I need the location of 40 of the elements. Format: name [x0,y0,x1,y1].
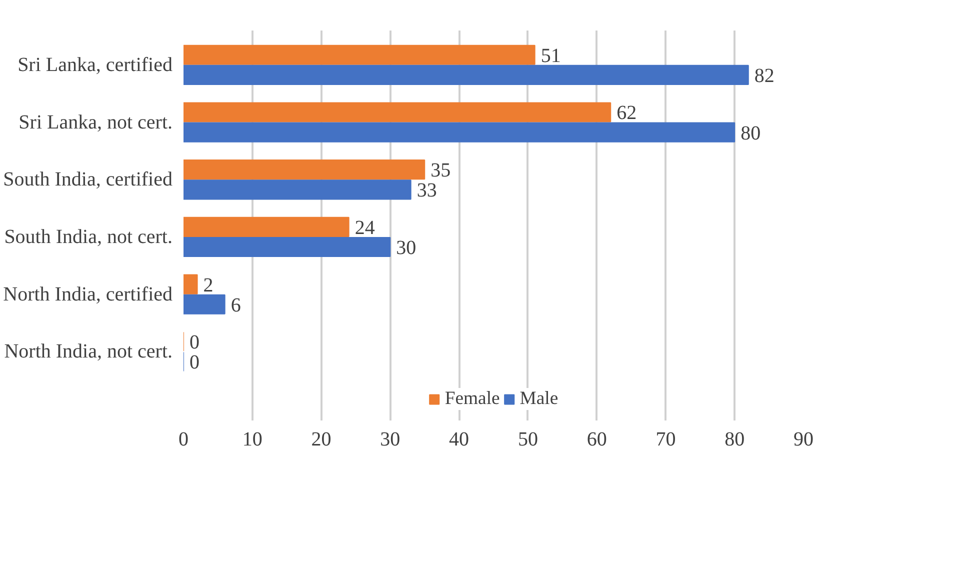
data-label: 62 [616,102,637,124]
bar [184,294,226,314]
data-label: 0 [190,352,200,374]
bar [184,274,198,294]
x-tick-label: 70 [656,428,676,450]
x-tick-label: 10 [242,428,262,450]
y-tick-label: Sri Lanka, not cert. [18,111,173,134]
data-label: 30 [396,237,416,260]
bar [184,216,350,237]
x-tick-label: 0 [178,428,188,450]
bar [184,160,426,180]
data-label: 80 [740,122,761,144]
bar [184,102,612,122]
data-label: 51 [540,44,561,67]
x-tick-label: 30 [380,428,400,450]
y-tick-label: North India, certified [3,283,172,306]
data-label: 33 [416,180,437,202]
y-tick-label: South India, certified [3,168,173,191]
y-tick-label: Sri Lanka, certified [18,54,173,76]
x-tick-label: 20 [311,428,332,450]
x-tick-label: 40 [449,428,470,450]
x-tick-label: 60 [586,428,607,450]
bar [184,64,749,85]
legend-label: Male [520,388,558,410]
data-label: 82 [754,64,774,87]
data-label: 2 [203,274,214,296]
y-tick-label: North India, not cert. [4,340,172,363]
y-tick-label: South India, not cert. [4,226,173,248]
data-label: 35 [430,160,451,182]
bar [184,44,536,65]
bar [184,236,391,258]
data-label: 0 [190,332,200,354]
x-tick-label: 90 [794,428,814,450]
data-label: 6 [230,294,241,316]
legend-label: Female [444,388,500,410]
x-tick-label: 80 [724,428,745,450]
bar [184,122,736,142]
x-tick-label: 50 [518,428,538,450]
bar [184,180,412,200]
data-label: 24 [354,216,375,239]
